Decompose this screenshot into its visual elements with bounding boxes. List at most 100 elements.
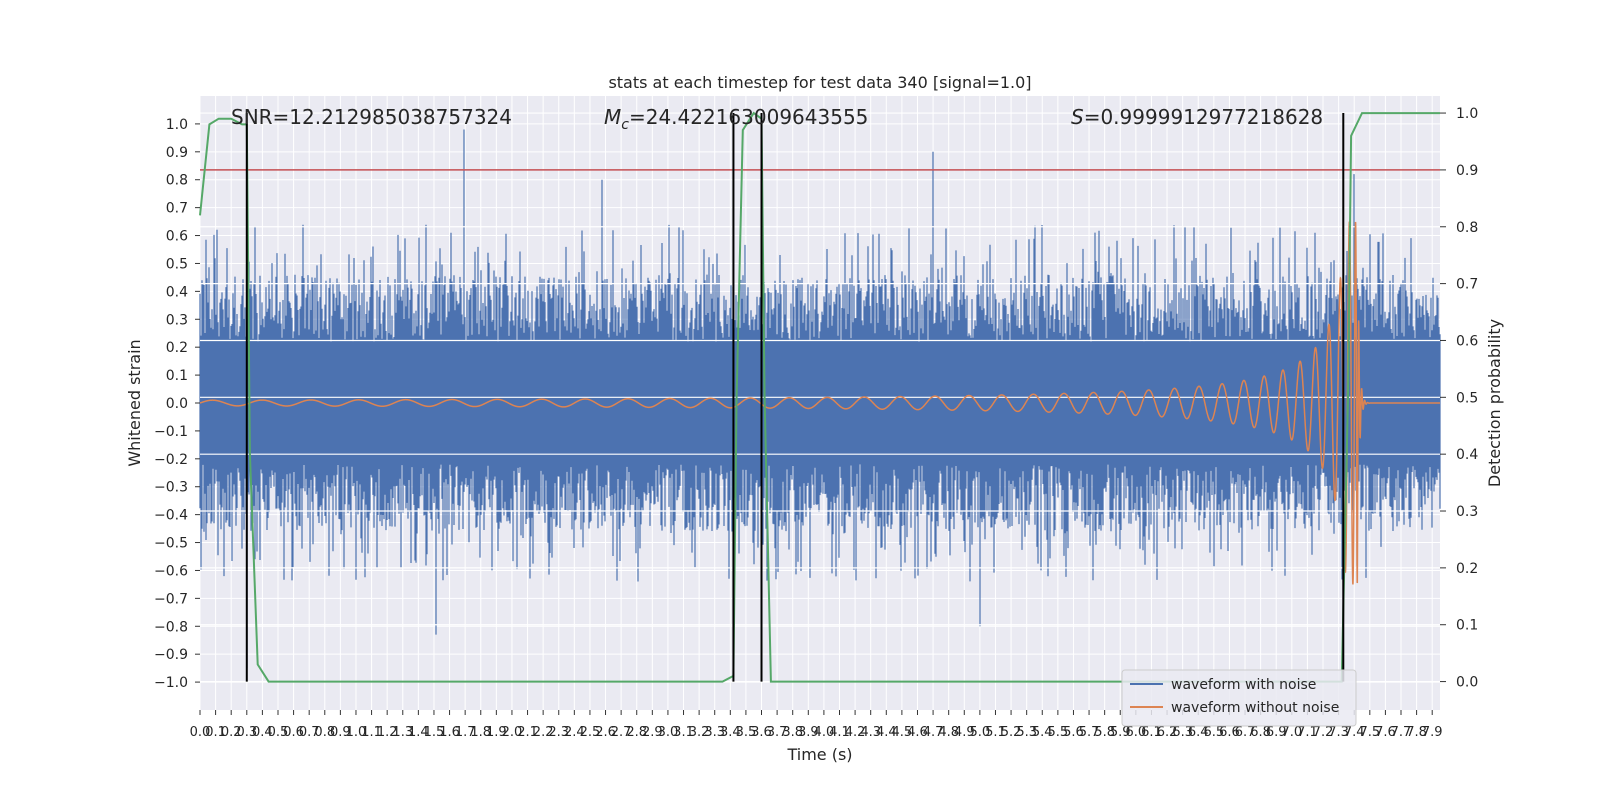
score-annotation: S=0.9999912977218628 xyxy=(1071,105,1323,129)
x-tick-label: 1.0 xyxy=(346,725,367,740)
x-tick-label: 4.3 xyxy=(860,725,881,740)
x-tick-label: 3.7 xyxy=(767,725,788,740)
x-tick-label: 0.3 xyxy=(236,725,257,740)
x-tick-label: 0.2 xyxy=(221,725,242,740)
legend: waveform with noise waveform without noi… xyxy=(1121,669,1357,727)
x-tick-label: 5.3 xyxy=(1016,725,1037,740)
x-tick-label: 5.7 xyxy=(1079,725,1100,740)
y2-tick-label: 0.7 xyxy=(1456,277,1478,293)
x-tick-label: 4.0 xyxy=(814,725,835,740)
x-tick-label: 3.9 xyxy=(798,725,819,740)
x-tick-label: 0.4 xyxy=(252,725,273,740)
chirp-mass-symbol: M xyxy=(604,105,621,129)
x-axis-title: Time (s) xyxy=(786,745,852,764)
event-markers xyxy=(245,113,1345,682)
y2-tick-label: 0.0 xyxy=(1456,675,1478,691)
x-tick-label: 5.5 xyxy=(1048,725,1069,740)
x-tick-label: 3.4 xyxy=(720,725,741,740)
x-tick-label: 2.1 xyxy=(517,725,538,740)
x-tick-label: 1.5 xyxy=(424,725,445,740)
y-tick-label: 0.3 xyxy=(166,312,188,328)
y2-tick-label: 0.6 xyxy=(1456,333,1478,349)
x-tick-label: 7.4 xyxy=(1344,725,1365,740)
x-tick-label: 4.2 xyxy=(845,725,866,740)
y-tick-label: 0.5 xyxy=(166,256,188,272)
chart-title: stats at each timestep for test data 340… xyxy=(608,73,1031,92)
x-tick-label: 7.3 xyxy=(1328,725,1349,740)
x-tick-label: 2.3 xyxy=(548,725,569,740)
x-tick-label: 1.9 xyxy=(486,725,507,740)
x-tick-label: 1.2 xyxy=(377,725,398,740)
x-tick-label: 6.3 xyxy=(1172,725,1193,740)
x-tick-label: 1.7 xyxy=(455,725,476,740)
x-tick-label: 0.8 xyxy=(314,725,335,740)
x-tick-label: 1.4 xyxy=(408,725,429,740)
x-tick-label: 2.9 xyxy=(642,725,663,740)
clean-waveform-trace xyxy=(199,221,1441,585)
y-tick-label: 1.0 xyxy=(166,117,188,133)
x-tick-label: 5.9 xyxy=(1110,725,1131,740)
x-tick-label: 4.7 xyxy=(923,725,944,740)
y-tick-label: −0.2 xyxy=(154,452,188,468)
noisy-waveform-trace xyxy=(199,129,1441,669)
y2-tick-label: 0.9 xyxy=(1456,163,1478,179)
y-tick-label: 0.7 xyxy=(166,201,188,217)
x-tick-label: 6.7 xyxy=(1235,725,1256,740)
y-tick-label: 0.0 xyxy=(166,396,188,412)
x-tick-label: 0.7 xyxy=(299,725,320,740)
y-tick-label: −0.4 xyxy=(154,508,188,524)
x-tick-label: 5.2 xyxy=(1001,725,1022,740)
x-tick-label: 1.3 xyxy=(392,725,413,740)
x-tick-label: 6.1 xyxy=(1141,725,1162,740)
x-tick-label: 3.8 xyxy=(782,725,803,740)
x-tick-label: 7.8 xyxy=(1406,725,1427,740)
x-tick-label: 5.6 xyxy=(1063,725,1084,740)
x-tick-label: 7.2 xyxy=(1313,725,1334,740)
x-tick-label: 2.4 xyxy=(564,725,585,740)
x-tick-label: 1.8 xyxy=(470,725,491,740)
x-tick-label: 6.5 xyxy=(1203,725,1224,740)
y2-tick-label: 0.3 xyxy=(1456,504,1478,520)
y-tick-label: 0.4 xyxy=(166,284,188,300)
y2-tick-label: 0.2 xyxy=(1456,561,1478,577)
x-tick-label: 3.5 xyxy=(736,725,757,740)
y-tick-label: −0.6 xyxy=(154,563,188,579)
x-tick-label: 6.0 xyxy=(1126,725,1147,740)
x-tick-label: 5.1 xyxy=(985,725,1006,740)
y2-tick-label: 0.1 xyxy=(1456,618,1478,634)
y-tick-label: 0.6 xyxy=(166,229,188,245)
x-tick-label: 6.2 xyxy=(1157,725,1178,740)
x-tick-label: 7.5 xyxy=(1359,725,1380,740)
x-tick-label: 4.6 xyxy=(907,725,928,740)
y2-tick-label: 0.4 xyxy=(1456,447,1478,463)
x-tick-label: 0.6 xyxy=(283,725,304,740)
x-tick-label: 3.1 xyxy=(673,725,694,740)
snr-annotation: SNR=12.212985038757324 xyxy=(231,105,512,129)
y-tick-label: −1.0 xyxy=(154,675,188,691)
x-tick-label: 0.1 xyxy=(205,725,226,740)
score-symbol: S xyxy=(1071,105,1084,129)
x-tick-label: 6.8 xyxy=(1250,725,1271,740)
y-tick-label: −0.9 xyxy=(154,647,188,663)
y-tick-label: −0.8 xyxy=(154,619,188,635)
legend-label-clean: waveform without noise xyxy=(1171,700,1339,716)
x-tick-label: 0.0 xyxy=(190,725,211,740)
x-tick-label: 5.4 xyxy=(1032,725,1053,740)
x-tick-label: 2.8 xyxy=(626,725,647,740)
x-tick-label: 7.9 xyxy=(1422,725,1443,740)
chirp-mass-subscript: c xyxy=(621,117,629,133)
y-tick-label: 0.8 xyxy=(166,173,188,189)
x-tick-label: 3.3 xyxy=(704,725,725,740)
y-tick-label: −0.1 xyxy=(154,424,188,440)
detection-probability-series xyxy=(199,111,1440,683)
x-tick-label: 3.2 xyxy=(689,725,710,740)
x-tick-label: 4.4 xyxy=(876,725,897,740)
x-tick-label: 2.6 xyxy=(595,725,616,740)
y-tick-label: 0.9 xyxy=(166,145,188,161)
y2-tick-label: 0.5 xyxy=(1456,390,1478,406)
y-tick-label: 0.1 xyxy=(166,368,188,384)
x-tick-label: 7.0 xyxy=(1281,725,1302,740)
legend-box xyxy=(1121,669,1357,727)
x-tick-label: 7.7 xyxy=(1391,725,1412,740)
